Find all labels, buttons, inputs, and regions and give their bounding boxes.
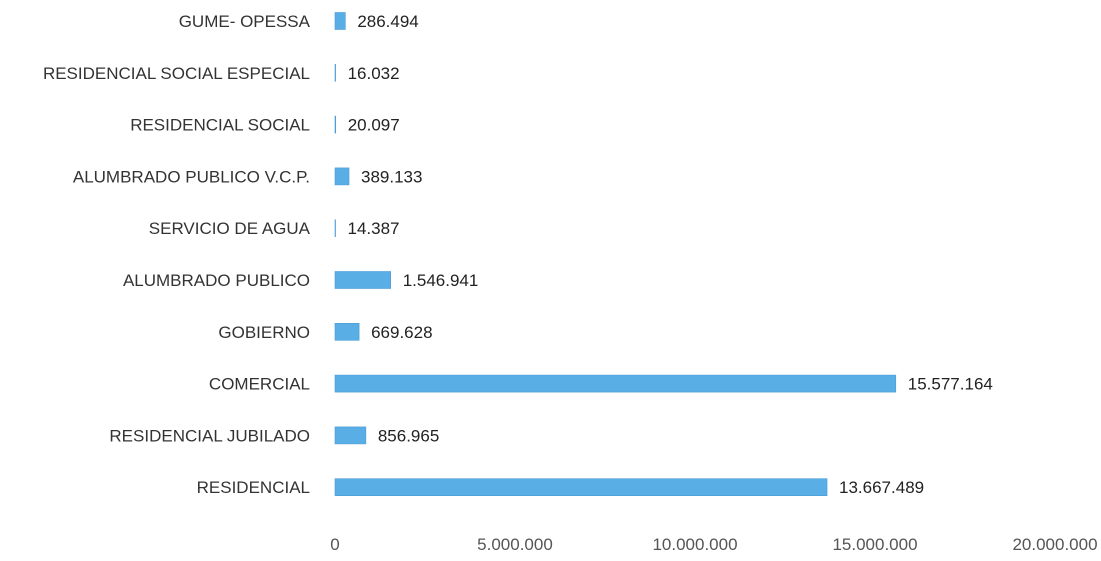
value-label: 1.546.941 xyxy=(403,271,479,290)
value-label: 20.097 xyxy=(348,116,400,135)
value-label: 15.577.164 xyxy=(908,375,993,394)
x-axis-ticks-group: 0 5.000.000 10.000.000 15.000.000 20.000.000 xyxy=(330,535,1097,554)
value-labels-group: 286.494 16.032 20.097 389.133 14.387 1.546.94… xyxy=(348,12,993,497)
value-label: 856.965 xyxy=(378,426,439,445)
bar-0 xyxy=(334,12,346,30)
category-label: RESIDENCIAL JUBILADO xyxy=(109,426,310,445)
bar-4 xyxy=(334,219,336,237)
x-tick-label: 20.000.000 xyxy=(1012,535,1097,554)
category-label: SERVICIO DE AGUA xyxy=(149,219,311,238)
bar-9 xyxy=(334,478,828,497)
category-label: GUME- OPESSA xyxy=(179,12,311,31)
x-tick-label: 0 xyxy=(330,535,339,554)
bars-group xyxy=(334,12,897,497)
value-label: 669.628 xyxy=(371,323,432,342)
bar-8 xyxy=(334,426,367,445)
bar-3 xyxy=(334,167,350,186)
category-label: RESIDENCIAL SOCIAL xyxy=(130,116,310,135)
bar-2 xyxy=(334,115,337,134)
category-labels-group: GUME- OPESSA RESIDENCIAL SOCIAL ESPECIAL R… xyxy=(43,12,311,497)
bar-7 xyxy=(334,374,897,393)
value-label: 286.494 xyxy=(357,12,418,31)
bar-1 xyxy=(334,64,336,82)
category-label: ALUMBRADO PUBLICO xyxy=(123,271,310,290)
x-tick-label: 5.000.000 xyxy=(477,535,553,554)
x-tick-label: 10.000.000 xyxy=(652,535,737,554)
category-label: COMERCIAL xyxy=(209,375,310,394)
value-label: 16.032 xyxy=(348,64,400,83)
category-label: ALUMBRADO PUBLICO V.C.P. xyxy=(73,167,310,186)
value-label: 13.667.489 xyxy=(839,478,924,497)
category-label: RESIDENCIAL SOCIAL ESPECIAL xyxy=(43,64,310,83)
value-label: 14.387 xyxy=(348,219,400,238)
category-label: RESIDENCIAL xyxy=(197,478,310,497)
bar-6 xyxy=(334,322,360,341)
x-tick-label: 15.000.000 xyxy=(832,535,917,554)
bar-5 xyxy=(334,271,391,289)
category-label: GOBIERNO xyxy=(218,323,310,342)
value-label: 389.133 xyxy=(361,167,422,186)
